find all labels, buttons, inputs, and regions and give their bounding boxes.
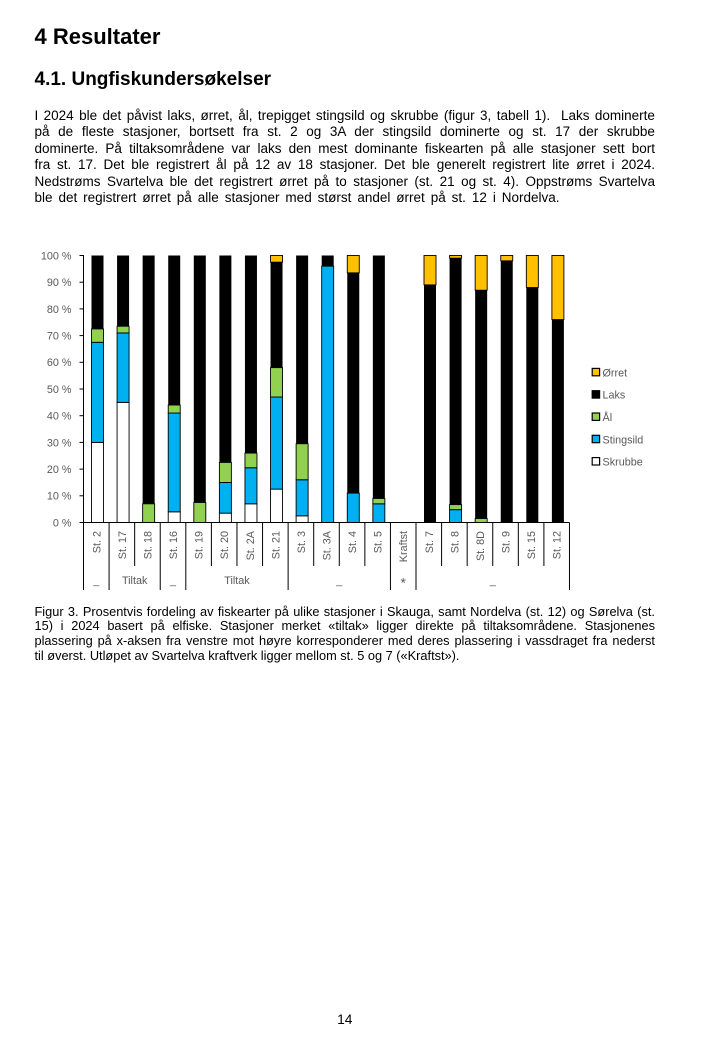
svg-text:St. 15: St. 15 — [526, 531, 538, 559]
svg-text:_: _ — [335, 575, 343, 587]
svg-text:St. 2A: St. 2A — [245, 530, 257, 560]
svg-text:50 %: 50 % — [47, 384, 72, 396]
svg-text:St. 7: St. 7 — [424, 531, 436, 553]
svg-text:St. 20: St. 20 — [219, 531, 231, 559]
svg-text:Ål: Ål — [603, 411, 613, 424]
svg-text:St. 16: St. 16 — [168, 531, 180, 559]
svg-text:St. 17: St. 17 — [117, 531, 129, 559]
svg-text:St. 9: St. 9 — [501, 531, 513, 553]
svg-text:10 %: 10 % — [47, 491, 72, 503]
svg-text:St. 4: St. 4 — [347, 531, 359, 553]
svg-text:80 %: 80 % — [47, 304, 72, 316]
svg-text:St. 3: St. 3 — [296, 531, 308, 553]
svg-text:St. 2: St. 2 — [91, 531, 103, 553]
svg-text:Kraftst: Kraftst — [398, 531, 410, 562]
svg-text:70 %: 70 % — [47, 331, 72, 343]
svg-text:St. 8: St. 8 — [449, 531, 461, 553]
svg-text:Laks: Laks — [603, 390, 626, 402]
svg-text:Ørret: Ørret — [603, 367, 628, 379]
svg-text:St. 8D: St. 8D — [475, 531, 487, 561]
svg-text:St. 19: St. 19 — [194, 531, 206, 559]
svg-text:_: _ — [169, 575, 177, 587]
svg-text:St. 18: St. 18 — [142, 531, 154, 559]
svg-text:St. 5: St. 5 — [373, 531, 385, 553]
svg-text:St. 12: St. 12 — [552, 531, 564, 559]
svg-text:Skrubbe: Skrubbe — [603, 457, 643, 469]
svg-text:Stingsild: Stingsild — [603, 434, 644, 446]
svg-text:Tiltak: Tiltak — [224, 575, 250, 587]
svg-text:0 %: 0 % — [53, 517, 72, 529]
svg-text:40 %: 40 % — [47, 411, 72, 423]
svg-text:_: _ — [489, 575, 497, 587]
svg-text:_: _ — [92, 575, 100, 587]
svg-text:*: * — [400, 575, 406, 591]
svg-text:Tiltak: Tiltak — [122, 575, 148, 587]
svg-text:St. 21: St. 21 — [270, 531, 282, 559]
svg-text:90 %: 90 % — [47, 277, 72, 289]
svg-text:60 %: 60 % — [47, 357, 72, 369]
svg-text:30 %: 30 % — [47, 437, 72, 449]
svg-text:100 %: 100 % — [41, 250, 72, 262]
svg-text:St. 3A: St. 3A — [321, 530, 333, 560]
svg-text:20 %: 20 % — [47, 464, 72, 476]
